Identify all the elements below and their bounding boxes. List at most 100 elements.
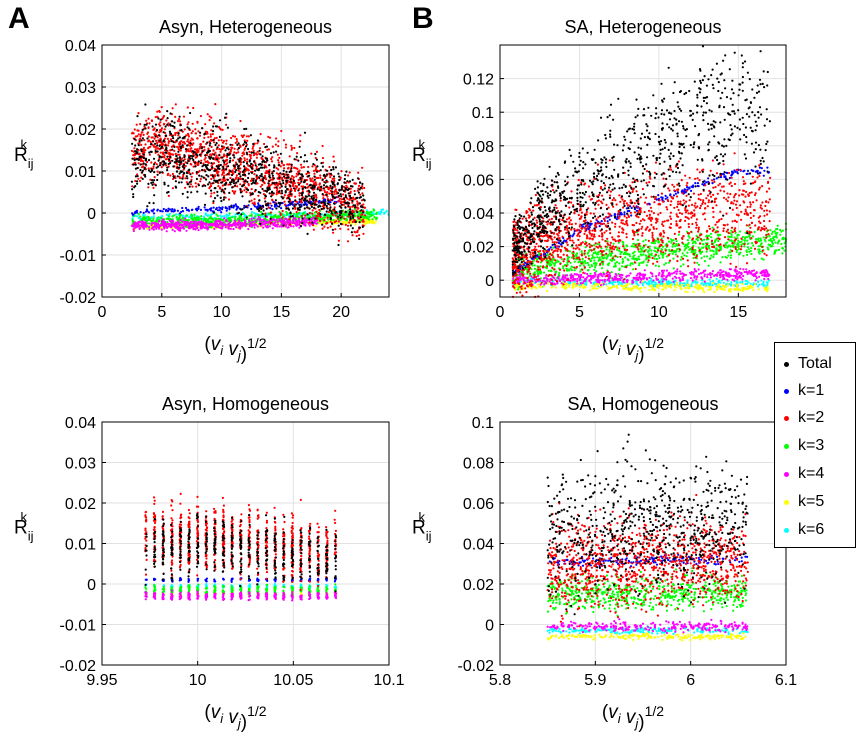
data-point-k2 [283,194,286,197]
data-point-k2 [358,234,361,237]
data-point-Total [162,131,165,134]
data-point-k2 [255,153,259,156]
data-point-Total [266,159,269,162]
data-point-k2 [277,173,280,176]
data-point-Total [295,155,298,158]
data-point-Total [229,143,232,146]
data-point-k4 [243,220,247,223]
data-point-Total [237,167,240,170]
data-point-k2 [268,168,271,172]
data-point-k4 [264,224,267,228]
data-point-Total [150,181,153,184]
data-point-k4 [202,226,205,229]
data-point-k1 [142,211,145,214]
data-point-k4 [253,226,256,229]
data-point-k5 [659,284,662,287]
data-point-k2 [168,140,171,143]
data-point-k2 [158,109,161,113]
data-point-Total [275,150,278,153]
data-point-k6 [693,280,696,283]
data-point-k2 [147,167,150,170]
data-point-Total [294,203,298,206]
data-point-k2 [196,121,199,124]
data-point-Total [228,191,231,194]
data-point-k1 [216,209,220,212]
data-point-k2 [311,209,314,212]
data-point-k1 [221,206,224,209]
data-point-Total [347,187,350,190]
data-point-Total [252,151,255,154]
data-point-k1 [139,211,142,214]
data-point-k5 [542,285,545,288]
data-point-k1 [187,209,190,212]
x-tick-label: 10 [213,304,231,321]
data-point-k2 [328,165,331,169]
data-point-k2 [311,224,315,227]
data-point-Total [141,169,144,172]
data-point-Total [226,178,229,181]
data-point-k1 [250,207,253,211]
data-point-k2 [288,155,291,158]
data-point-k2 [351,234,354,237]
data-point-k2 [198,134,202,137]
data-point-k2 [158,124,162,127]
data-point-k2 [284,143,288,146]
data-point-k2 [177,134,180,137]
data-point-k1 [210,207,213,210]
data-point-k3 [285,210,288,213]
data-point-k1 [203,206,206,209]
data-point-k2 [171,172,174,176]
data-point-k2 [171,107,174,110]
data-point-k4 [275,218,278,221]
data-point-Total [222,176,225,179]
data-point-k2 [277,168,280,171]
data-point-k6 [379,210,382,213]
data-point-k2 [325,191,329,194]
data-point-Total [205,166,208,169]
data-point-k4 [137,222,140,225]
data-point-Total [222,198,225,201]
data-point-k2 [230,146,233,149]
data-point-k2 [162,123,165,126]
data-point-k2 [204,160,207,163]
data-point-k3 [190,215,194,218]
data-point-Total [256,139,259,142]
data-point-Total [133,158,136,162]
data-point-k2 [214,151,217,154]
data-point-Total [320,201,323,204]
data-point-k2 [294,195,297,198]
data-point-Total [344,174,347,177]
data-point-k2 [299,140,302,143]
data-point-k2 [210,138,213,141]
data-point-Total [229,183,232,186]
data-point-k2 [217,125,221,129]
data-point-k5 [665,284,668,287]
data-point-k6 [254,213,257,216]
data-point-k2 [169,174,172,177]
data-point-Total [222,167,225,170]
data-point-k2 [152,165,155,168]
data-point-k3 [277,215,280,218]
data-point-Total [132,193,135,196]
data-point-Total [207,183,210,186]
data-point-k1 [181,206,184,210]
data-point-k2 [166,137,169,140]
data-point-k3 [151,219,154,222]
data-point-Total [187,159,190,163]
data-point-k5 [314,225,317,228]
data-point-Total [181,144,184,147]
data-point-Total [306,206,309,209]
data-point-Total [222,191,226,194]
data-point-Total [247,172,250,175]
data-point-k2 [337,239,340,242]
data-point-k6 [667,281,671,284]
data-point-k3 [357,213,360,216]
data-point-Total [331,195,335,198]
data-point-k2 [262,193,265,196]
data-point-k2 [219,186,222,189]
data-point-k3 [202,219,205,222]
data-point-k1 [167,207,170,210]
data-point-k6 [704,283,707,286]
data-point-k4 [281,222,284,225]
